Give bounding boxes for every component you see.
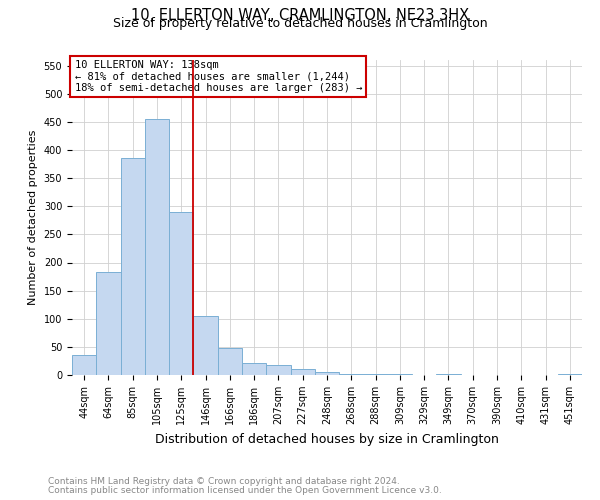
Text: Contains HM Land Registry data © Crown copyright and database right 2024.: Contains HM Land Registry data © Crown c… <box>48 477 400 486</box>
X-axis label: Distribution of detached houses by size in Cramlington: Distribution of detached houses by size … <box>155 432 499 446</box>
Bar <box>72 356 96 375</box>
Text: 10, ELLERTON WAY, CRAMLINGTON, NE23 3HX: 10, ELLERTON WAY, CRAMLINGTON, NE23 3HX <box>131 8 469 22</box>
Text: 10 ELLERTON WAY: 138sqm
← 81% of detached houses are smaller (1,244)
18% of semi: 10 ELLERTON WAY: 138sqm ← 81% of detache… <box>74 60 362 93</box>
Bar <box>364 374 388 375</box>
Bar <box>96 272 121 375</box>
Text: Contains public sector information licensed under the Open Government Licence v3: Contains public sector information licen… <box>48 486 442 495</box>
Bar <box>242 362 266 375</box>
Bar <box>193 316 218 375</box>
Bar <box>436 374 461 375</box>
Bar <box>218 348 242 375</box>
Bar <box>266 365 290 375</box>
Bar <box>388 374 412 375</box>
Bar <box>145 119 169 375</box>
Bar <box>169 212 193 375</box>
Bar <box>315 372 339 375</box>
Bar <box>121 158 145 375</box>
Bar <box>339 374 364 375</box>
Bar <box>290 370 315 375</box>
Text: Size of property relative to detached houses in Cramlington: Size of property relative to detached ho… <box>113 18 487 30</box>
Y-axis label: Number of detached properties: Number of detached properties <box>28 130 38 305</box>
Bar <box>558 374 582 375</box>
